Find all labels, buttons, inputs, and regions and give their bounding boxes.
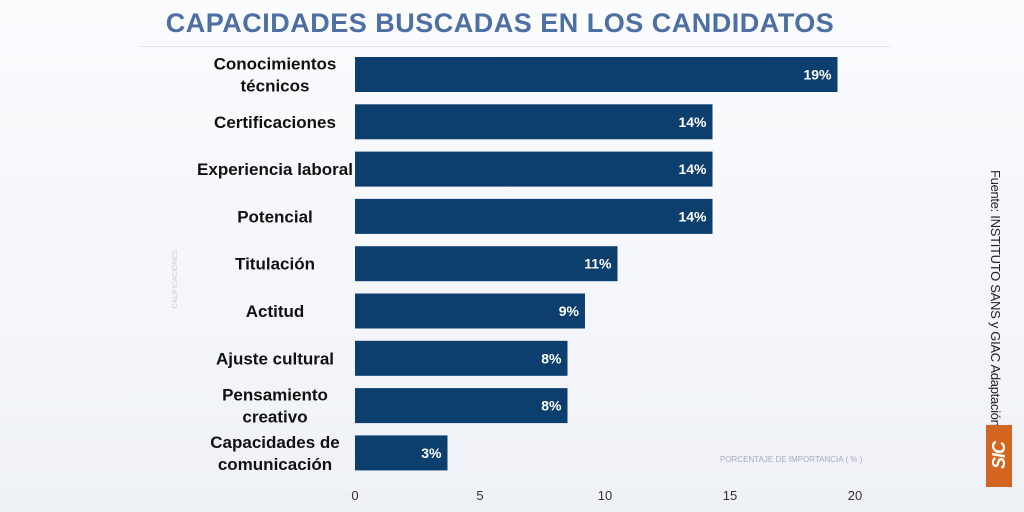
sic-logo-text: SIC	[988, 442, 1009, 470]
category-label: Pensamiento	[222, 386, 328, 405]
category-label: técnicos	[241, 77, 310, 96]
category-label: Actitud	[246, 302, 305, 321]
category-label: Titulación	[235, 255, 315, 274]
bar-value-label: 3%	[421, 445, 442, 461]
x-tick-label: 5	[476, 488, 483, 503]
bar	[355, 246, 618, 282]
category-label: Potencial	[237, 207, 313, 226]
category-label: comunicación	[218, 455, 332, 474]
x-tick-label: 0	[351, 488, 358, 503]
bar-value-label: 14%	[678, 208, 707, 224]
x-tick-label: 20	[848, 488, 862, 503]
sic-logo: SIC	[986, 425, 1012, 487]
bar	[355, 435, 448, 471]
category-label: Experiencia laboral	[197, 160, 353, 179]
bar-value-label: 19%	[803, 67, 832, 83]
category-label: Capacidades de	[210, 433, 339, 452]
bar-value-label: 14%	[678, 114, 707, 130]
x-tick-label: 10	[598, 488, 612, 503]
bar	[355, 340, 568, 376]
bar	[355, 388, 568, 424]
category-label: Ajuste cultural	[216, 349, 334, 368]
bar-value-label: 14%	[678, 161, 707, 177]
bar-value-label: 9%	[559, 303, 580, 319]
bar-value-label: 11%	[584, 256, 612, 272]
source-note: Fuente: INSTITUTO SANS y GIAC Adaptación…	[988, 170, 1003, 430]
category-label: Conocimientos	[214, 55, 337, 74]
x-tick-label: 15	[723, 488, 737, 503]
chart-title: CAPACIDADES BUSCADAS EN LOS CANDIDATOS	[165, 8, 835, 38]
title-divider	[140, 46, 890, 47]
category-label: Certificaciones	[214, 113, 336, 132]
bar-value-label: 8%	[541, 350, 562, 366]
bar	[355, 198, 713, 234]
bar-value-label: 8%	[541, 398, 562, 414]
x-axis-label: PORCENTAJE DE IMPORTANCIA ( % )	[720, 455, 863, 464]
category-label: creativo	[242, 408, 307, 427]
bar	[355, 293, 585, 329]
bar	[355, 104, 713, 140]
bar	[355, 57, 838, 92]
bar	[355, 151, 713, 187]
